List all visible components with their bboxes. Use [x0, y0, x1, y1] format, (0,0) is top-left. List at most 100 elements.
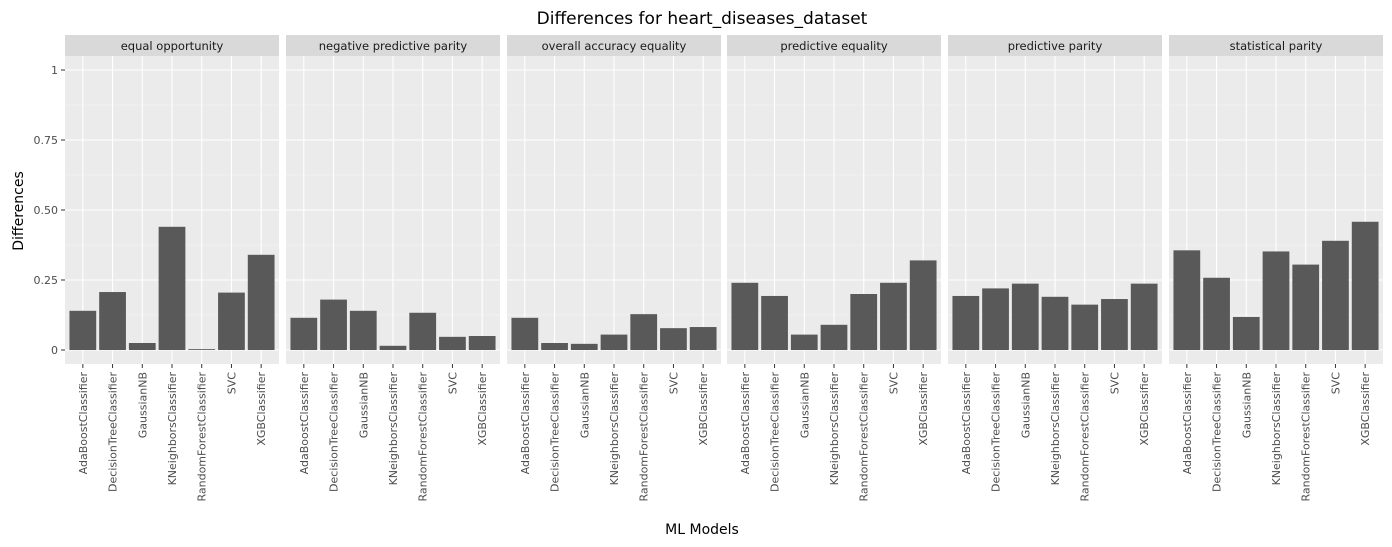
- x-tick-label: RandomForestClassifier: [417, 372, 430, 502]
- bar: [188, 349, 216, 350]
- facet-panel: equal opportunity AdaBoostClassifier Decis…: [65, 35, 279, 502]
- bar: [630, 314, 658, 350]
- facet-strip: [507, 35, 721, 56]
- bar: [1041, 296, 1069, 350]
- facets: equal opportunity AdaBoostClassifier Decis…: [65, 35, 1383, 502]
- bar: [247, 254, 275, 350]
- bar: [158, 226, 186, 350]
- x-tick-label: KNeighborsClassifier: [387, 372, 400, 486]
- x-tick-label: XGBClassifier: [476, 372, 489, 446]
- facet-strip-label: negative predictive parity: [319, 39, 468, 53]
- x-tick-label: AdaBoostClassifier: [77, 372, 90, 475]
- bar: [1292, 264, 1320, 350]
- bar: [1011, 283, 1039, 350]
- x-tick-label: DecisionTreeClassifier: [328, 372, 341, 492]
- x-tick-label: RandomForestClassifier: [638, 372, 651, 502]
- bar: [952, 295, 980, 350]
- facet-strip-label: predictive parity: [1008, 39, 1103, 53]
- bar: [379, 345, 407, 350]
- x-tick-label: RandomForestClassifier: [858, 372, 871, 502]
- facet-strip: [727, 35, 941, 56]
- bar: [69, 310, 97, 350]
- facet-panel: predictive parity AdaBoostClassifier Decis…: [948, 35, 1162, 502]
- facet-panel: overall accuracy equality AdaBoostClassif…: [507, 35, 721, 502]
- bar: [349, 310, 377, 350]
- facet-strip-label: predictive equality: [780, 39, 888, 53]
- facet-strip-label: statistical parity: [1230, 39, 1323, 53]
- x-tick-label: XGBClassifier: [917, 372, 930, 446]
- facet-strip-label: overall accuracy equality: [542, 39, 687, 53]
- facet-strip-label: equal opportunity: [121, 39, 224, 53]
- x-tick-label: AdaBoostClassifier: [298, 372, 311, 475]
- bar: [850, 294, 878, 350]
- x-tick-label: XGBClassifier: [255, 372, 268, 446]
- bar: [439, 336, 466, 350]
- bar: [731, 282, 759, 350]
- bar: [790, 334, 818, 350]
- x-tick-label: DecisionTreeClassifier: [107, 372, 120, 492]
- x-tick-label: XGBClassifier: [697, 372, 710, 446]
- facet-panel: negative predictive parity AdaBoostClassi…: [286, 35, 500, 502]
- bar: [761, 295, 788, 350]
- x-tick-label: SVC: [446, 372, 459, 395]
- bar: [1351, 221, 1379, 350]
- y-tick-label: 1: [51, 64, 58, 77]
- x-tick-label: GaussianNB: [578, 372, 591, 438]
- x-tick-label: RandomForestClassifier: [1300, 372, 1313, 502]
- chart-title: Differences for heart_diseases_dataset: [537, 9, 868, 29]
- bar: [660, 328, 687, 350]
- x-tick-label: AdaBoostClassifier: [1181, 372, 1194, 475]
- x-tick-label: XGBClassifier: [1359, 372, 1372, 446]
- x-tick-label: SVC: [667, 372, 680, 395]
- y-axis-title: Differences: [11, 171, 27, 250]
- x-tick-label: XGBClassifier: [1138, 372, 1151, 446]
- y-tick-label: 0.50: [34, 204, 59, 217]
- bar: [909, 260, 937, 350]
- bar: [600, 334, 628, 350]
- x-tick-label: DecisionTreeClassifier: [549, 372, 562, 492]
- facet-strip: [1169, 35, 1383, 56]
- x-tick-label: KNeighborsClassifier: [828, 372, 841, 486]
- x-tick-label: SVC: [1108, 372, 1121, 395]
- bar: [570, 343, 598, 350]
- bar: [1203, 277, 1230, 350]
- x-tick-label: KNeighborsClassifier: [608, 372, 621, 486]
- x-tick-label: AdaBoostClassifier: [519, 372, 532, 475]
- bar: [1101, 299, 1128, 350]
- bar: [1173, 250, 1201, 350]
- facet-panel: predictive equality AdaBoostClassifier Dec…: [727, 35, 941, 502]
- bar: [409, 312, 437, 350]
- facet-strip: [948, 35, 1162, 56]
- x-tick-label: SVC: [1329, 372, 1342, 395]
- bar: [820, 324, 848, 350]
- x-tick-label: GaussianNB: [1240, 372, 1253, 438]
- x-tick-label: KNeighborsClassifier: [1270, 372, 1283, 486]
- x-tick-label: GaussianNB: [1019, 372, 1032, 438]
- facet-panel: statistical parity AdaBoostClassifier Deci…: [1169, 35, 1383, 502]
- x-tick-label: DecisionTreeClassifier: [1211, 372, 1224, 492]
- x-tick-label: KNeighborsClassifier: [166, 372, 179, 486]
- x-tick-label: RandomForestClassifier: [1079, 372, 1092, 502]
- bar: [290, 317, 318, 350]
- bar: [541, 343, 568, 350]
- bar: [1071, 304, 1099, 350]
- bar: [320, 299, 347, 350]
- x-tick-label: AdaBoostClassifier: [960, 372, 973, 475]
- y-tick-label: 0.25: [34, 274, 59, 287]
- x-tick-label: RandomForestClassifier: [196, 372, 209, 502]
- bar: [1322, 240, 1349, 350]
- x-tick-label: SVC: [225, 372, 238, 395]
- facet-strip: [286, 35, 500, 56]
- x-tick-label: GaussianNB: [136, 372, 149, 438]
- bar: [1232, 316, 1260, 350]
- x-tick-label: GaussianNB: [798, 372, 811, 438]
- y-tick-label: 0: [51, 344, 58, 357]
- x-tick-label: DecisionTreeClassifier: [990, 372, 1003, 492]
- facet-strip: [65, 35, 279, 56]
- x-tick-label: DecisionTreeClassifier: [769, 372, 782, 492]
- bar: [689, 327, 717, 350]
- y-axis: 0 0.25 0.50 0.75 1: [34, 64, 65, 357]
- bar: [511, 317, 539, 350]
